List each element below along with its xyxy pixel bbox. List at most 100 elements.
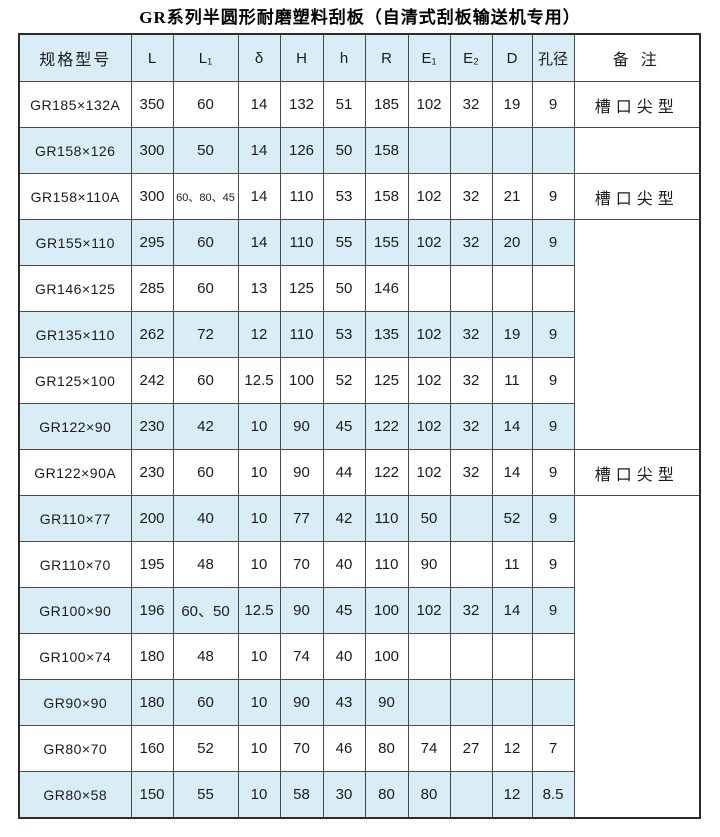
value-cell: 60 xyxy=(172,357,239,404)
model-cell: GR110×77 xyxy=(18,495,132,542)
model-cell: GR80×58 xyxy=(18,771,132,819)
table-row: GR135×110 262 72 12 110 53 135 102 32 19 9 xyxy=(18,311,700,358)
value-cell: 9 xyxy=(531,495,575,542)
table-row: GR100×90 196 60、50 12.5 90 45 100 102 32 14 9 xyxy=(18,587,700,634)
remark-cell xyxy=(573,127,701,174)
value-cell: 102 xyxy=(407,357,451,404)
value-cell: 20 xyxy=(491,219,533,266)
column-header-10: D xyxy=(491,33,533,82)
column-header-11: 孔径 xyxy=(531,33,575,82)
column-header-8: E₁ xyxy=(407,33,451,82)
value-cell xyxy=(449,127,493,174)
column-header-3: L₁ xyxy=(172,33,239,82)
value-cell: 52 xyxy=(491,495,533,542)
page-title: GR系列半圆形耐磨塑料刮板（自清式刮板输送机专用） xyxy=(139,8,581,27)
value-cell: 48 xyxy=(172,633,239,680)
value-cell: 14 xyxy=(491,403,533,450)
value-cell: 132 xyxy=(279,81,324,128)
value-cell: 155 xyxy=(364,219,409,266)
remark-cell xyxy=(573,495,701,819)
model-cell: GR146×125 xyxy=(18,265,132,312)
value-cell: 10 xyxy=(237,679,281,726)
value-cell: 32 xyxy=(449,357,493,404)
value-cell: 9 xyxy=(531,403,575,450)
value-cell: 14 xyxy=(237,81,281,128)
value-cell: 80 xyxy=(364,771,409,819)
value-cell: 50 xyxy=(322,127,366,174)
value-cell: 110 xyxy=(364,495,409,542)
value-cell: 74 xyxy=(407,725,451,772)
table-row: GR122×90A 230 60 10 90 44 122 102 32 14 9 槽口尖型 xyxy=(18,449,701,496)
model-cell: GR100×90 xyxy=(18,587,132,634)
value-cell: 52 xyxy=(322,357,366,404)
value-cell: 14 xyxy=(237,127,281,174)
value-cell xyxy=(531,127,575,174)
value-cell: 43 xyxy=(322,679,366,726)
model-cell: GR100×74 xyxy=(18,633,132,680)
value-cell: 200 xyxy=(130,495,174,542)
value-cell: 90 xyxy=(279,449,324,496)
value-cell: 90 xyxy=(279,403,324,450)
value-cell: 70 xyxy=(279,725,324,772)
value-cell: 32 xyxy=(449,403,493,450)
value-cell: 60、50 xyxy=(172,587,239,634)
value-cell: 285 xyxy=(130,265,174,312)
value-cell xyxy=(407,633,451,680)
value-cell: 12 xyxy=(491,725,533,772)
column-header-5: H xyxy=(279,33,324,82)
value-cell: 195 xyxy=(130,541,174,588)
value-cell: 12 xyxy=(491,771,533,819)
value-cell: 45 xyxy=(322,587,366,634)
value-cell xyxy=(449,633,493,680)
value-cell: 9 xyxy=(531,311,575,358)
value-cell: 90 xyxy=(279,679,324,726)
value-cell: 40 xyxy=(322,541,366,588)
table-row: GR185×132A 350 60 14 132 51 185 102 32 19 9 槽口尖型 xyxy=(18,81,701,128)
column-header-1: 规格型号 xyxy=(18,33,132,82)
value-cell: 52 xyxy=(172,725,239,772)
value-cell: 8.5 xyxy=(531,771,575,819)
value-cell: 100 xyxy=(364,587,409,634)
value-cell xyxy=(449,495,493,542)
value-cell xyxy=(491,127,533,174)
value-cell xyxy=(531,679,575,726)
column-header-12: 备 注 xyxy=(573,33,701,82)
value-cell: 60 xyxy=(172,81,239,128)
table-row: GR125×100 242 60 12.5 100 52 125 102 32 11 9 xyxy=(18,357,700,404)
value-cell: 90 xyxy=(407,541,451,588)
value-cell: 102 xyxy=(407,449,451,496)
model-cell: GR110×70 xyxy=(18,541,132,588)
value-cell: 9 xyxy=(531,219,575,266)
value-cell: 13 xyxy=(237,265,281,312)
remark-cell: 槽口尖型 xyxy=(573,449,701,496)
value-cell: 58 xyxy=(279,771,324,819)
value-cell: 9 xyxy=(531,81,575,128)
value-cell: 102 xyxy=(407,587,451,634)
value-cell: 32 xyxy=(449,449,493,496)
table-row: GR146×125 285 60 13 125 50 146 xyxy=(18,265,700,312)
value-cell: 10 xyxy=(237,495,281,542)
column-header-6: h xyxy=(322,33,366,82)
value-cell: 51 xyxy=(322,81,366,128)
model-cell: GR158×126 xyxy=(18,127,132,174)
value-cell: 100 xyxy=(279,357,324,404)
value-cell: 32 xyxy=(449,219,493,266)
value-cell: 50 xyxy=(407,495,451,542)
value-cell: 11 xyxy=(491,541,533,588)
value-cell: 50 xyxy=(322,265,366,312)
value-cell: 14 xyxy=(237,173,281,220)
value-cell: 11 xyxy=(491,357,533,404)
value-cell: 60、80、45 xyxy=(172,173,239,220)
value-cell: 126 xyxy=(279,127,324,174)
value-cell: 10 xyxy=(237,633,281,680)
table-row: GR100×74 180 48 10 74 40 100 xyxy=(18,633,700,680)
value-cell xyxy=(449,679,493,726)
value-cell: 125 xyxy=(364,357,409,404)
value-cell: 9 xyxy=(531,357,575,404)
model-cell: GR80×70 xyxy=(18,725,132,772)
value-cell: 110 xyxy=(279,173,324,220)
table-row: GR80×70 160 52 10 70 46 80 74 27 12 7 xyxy=(18,725,700,772)
value-cell: 48 xyxy=(172,541,239,588)
remark-cell xyxy=(573,219,701,450)
